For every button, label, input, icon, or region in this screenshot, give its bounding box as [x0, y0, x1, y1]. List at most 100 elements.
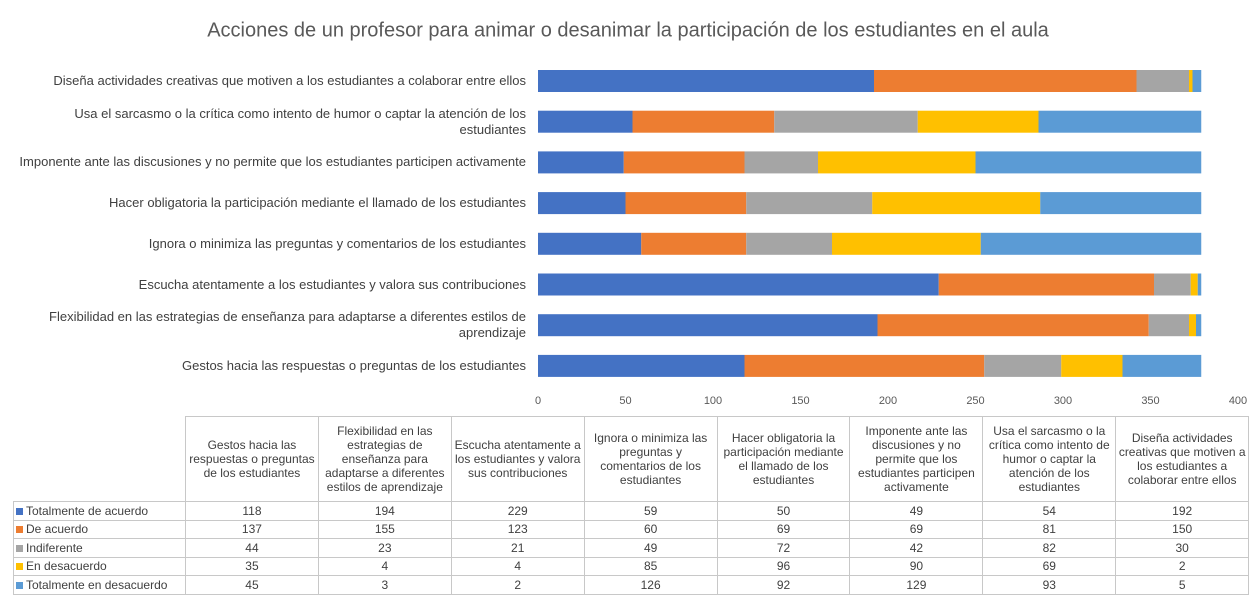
- bar-segment: [1136, 70, 1189, 92]
- table-value: 44: [185, 538, 319, 558]
- table-value: 150: [1115, 519, 1250, 539]
- table-value: 92: [716, 575, 851, 595]
- bar-segment: [917, 110, 1039, 133]
- bar-segment: [818, 151, 976, 174]
- column-header: Diseña actividades creativas que motiven…: [1115, 416, 1250, 502]
- table-value: 194: [317, 501, 452, 521]
- table-value: 50: [716, 501, 851, 521]
- column-header: Ignora o minimiza las preguntas y coment…: [583, 416, 718, 502]
- table-value: 192: [1115, 501, 1250, 521]
- legend-swatch: [16, 526, 23, 534]
- table-value: 30: [1115, 538, 1250, 558]
- table-value: 42: [849, 538, 984, 558]
- category-label: Ignora o minimiza las preguntas y coment…: [148, 235, 526, 251]
- table-value: 69: [982, 556, 1117, 576]
- table-value: 85: [583, 556, 718, 576]
- table-value: 54: [982, 501, 1117, 521]
- data-row: Totalmente en desacuerdo 45 3 2 126 92 129 93 5: [13, 575, 1250, 595]
- table-value: 2: [1115, 556, 1250, 576]
- bar-segment: [1148, 314, 1189, 337]
- bar-segment: [1190, 273, 1198, 296]
- bar-segment: [984, 354, 1062, 377]
- table-value: 123: [450, 519, 585, 539]
- legend-cell: Indiferente: [13, 538, 186, 558]
- bar-segment: [746, 192, 873, 215]
- x-tick-label: 100: [704, 395, 722, 407]
- corner: [14, 417, 186, 502]
- column-header: Gestos hacia las respuestas o preguntas …: [185, 416, 319, 502]
- bar-segment: [538, 314, 878, 337]
- bar-segment: [538, 354, 745, 377]
- bar-segment: [872, 192, 1041, 215]
- table-value: 82: [982, 538, 1117, 558]
- table-value: 23: [317, 538, 452, 558]
- category-label: Diseña actividades creativas que motiven…: [53, 73, 526, 88]
- category-label: Usa el sarcasmo o la crítica como intent…: [74, 105, 526, 137]
- bar-segment: [625, 192, 747, 215]
- table-value: 2: [450, 575, 585, 595]
- legend-label: En desacuerdo: [26, 559, 107, 574]
- legend-label: Totalmente en desacuerdo: [26, 577, 168, 592]
- x-tick-label: 350: [1141, 395, 1159, 407]
- table-value: 60: [583, 519, 718, 539]
- category-label: Hacer obligatoria la participación media…: [109, 195, 526, 211]
- column-header: Usa el sarcasmo o la crítica como intent…: [982, 416, 1117, 502]
- bar-segment: [1154, 273, 1191, 296]
- data-row: Indiferente 44 23 21 49 72 42 82 30: [13, 538, 1250, 558]
- table-value: 5: [1115, 575, 1250, 595]
- x-tick-label: 200: [879, 395, 897, 407]
- bar-segment: [832, 232, 981, 255]
- x-tick-label: 400: [1229, 395, 1247, 407]
- bar-segment: [746, 232, 832, 255]
- bar-segment: [641, 232, 747, 255]
- table-value: 229: [450, 501, 585, 521]
- table-value: 3: [317, 575, 452, 595]
- table-value: 35: [185, 556, 319, 576]
- table-value: 137: [185, 519, 319, 539]
- category-label: Gestos hacia las respuestas o preguntas …: [182, 357, 526, 373]
- bar-segment: [1192, 70, 1202, 92]
- table-value: 72: [716, 538, 851, 558]
- table-value: 21: [450, 538, 585, 558]
- table-value: 4: [450, 556, 585, 576]
- table-value: 155: [317, 519, 452, 539]
- table-value: 96: [716, 556, 851, 576]
- column-header: Flexibilidad en las estrategias de enseñ…: [317, 416, 452, 502]
- legend-cell: Totalmente en desacuerdo: [13, 575, 186, 595]
- category-label: Imponente ante las discusiones y no perm…: [19, 154, 526, 170]
- bar-segment: [1196, 314, 1202, 337]
- bar-segment: [938, 273, 1154, 296]
- column-header: Hacer obligatoria la participación media…: [716, 416, 851, 502]
- legend-cell: Totalmente de acuerdo: [13, 501, 186, 521]
- chart-title: Acciones de un profesor para animar o de…: [207, 19, 1049, 41]
- table-value: 93: [982, 575, 1117, 595]
- data-row: Totalmente de acuerdo 118 194 229 59 50 49 54 19…: [13, 501, 1250, 521]
- bar-segment: [538, 273, 939, 296]
- bar-segment: [1040, 192, 1202, 215]
- table-value: 49: [849, 501, 984, 521]
- bar-segment: [975, 151, 1202, 174]
- bar-segment: [632, 110, 775, 133]
- bar-segment: [774, 110, 918, 133]
- bar-segment: [623, 151, 745, 174]
- bar-segment: [980, 232, 1202, 255]
- data-row: En desacuerdo 35 4 4 85 96 90 69 2: [13, 556, 1250, 576]
- header-row: Gestos hacia las respuestas o preguntas …: [14, 416, 1250, 502]
- legend-cell: En desacuerdo: [13, 556, 186, 576]
- legend-swatch: [16, 544, 23, 552]
- bar-segment: [1038, 110, 1202, 133]
- legend-label: Totalmente de acuerdo: [26, 503, 149, 518]
- bar-segment: [538, 110, 633, 133]
- bar-segment: [538, 232, 642, 255]
- table-value: 4: [317, 556, 452, 576]
- legend-swatch: [16, 581, 23, 589]
- bar-segment: [538, 192, 626, 215]
- data-table: Gestos hacia las respuestas o preguntas …: [13, 416, 1250, 595]
- bar-segment: [1122, 354, 1202, 377]
- legend-swatch: [16, 563, 23, 571]
- column-header: Imponente ante las discusiones y no perm…: [849, 416, 984, 502]
- x-tick-label: 0: [535, 395, 541, 407]
- table-value: 126: [583, 575, 718, 595]
- legend-swatch: [16, 507, 23, 515]
